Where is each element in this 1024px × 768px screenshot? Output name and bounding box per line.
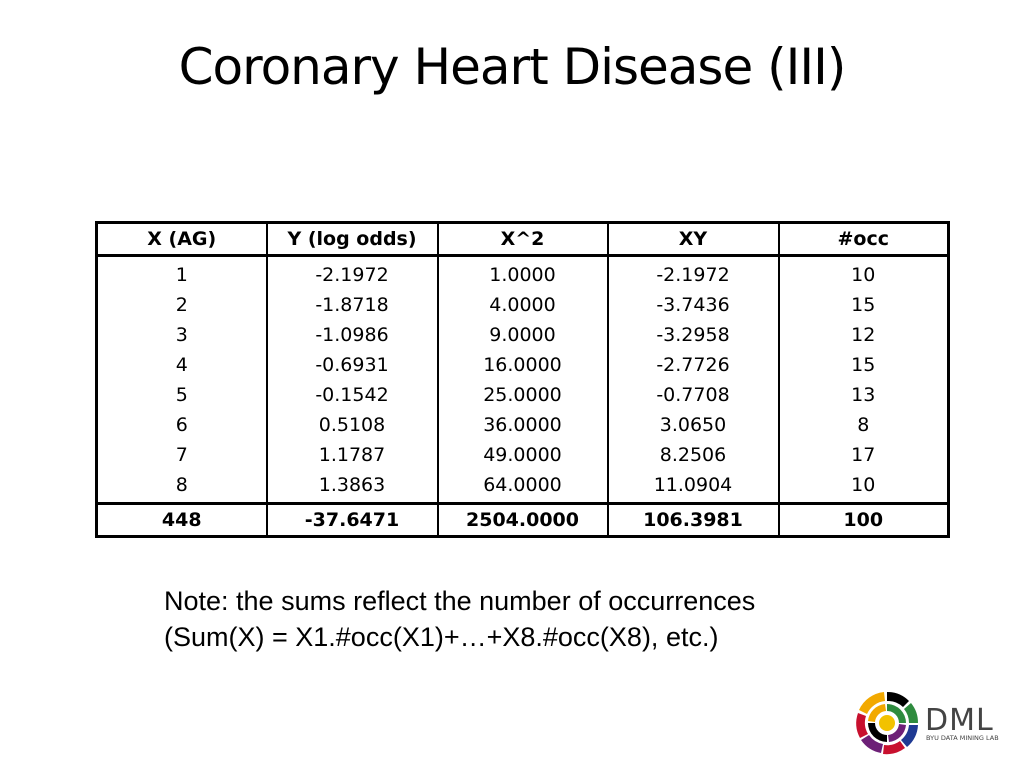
- dml-logo: DML BYU DATA MINING LAB: [856, 691, 999, 755]
- total-xy: 106.3981: [606, 502, 779, 537]
- cell-y: -1.0986: [265, 320, 438, 350]
- note-text: Note: the sums reflect the number of occ…: [164, 583, 755, 655]
- cell-xy: -0.7708: [606, 380, 779, 410]
- totals-row: 448 -37.6471 2504.0000 106.3981 100: [96, 502, 949, 537]
- cell-xy: 8.2506: [606, 440, 779, 470]
- cell-xy: -2.7726: [606, 350, 779, 380]
- header-occ: #occ: [777, 222, 949, 257]
- cell-occ: 12: [777, 320, 949, 350]
- cell-occ: 10: [777, 255, 949, 290]
- cell-y: -0.6931: [265, 350, 438, 380]
- cell-x: 2: [175, 294, 188, 316]
- table-row: 2 -1.8718 4.0000 -3.7436 15: [97, 290, 949, 320]
- cell-occ: 10: [777, 470, 949, 504]
- cell-x: 6: [175, 414, 188, 436]
- table-body: 1 -2.1972 1.0000 -2.1972 10 2 -1.8718 4.…: [97, 255, 949, 504]
- cell-xy: -2.1972: [606, 255, 779, 290]
- cell-x: 1: [175, 264, 188, 286]
- header-x: X (AG): [96, 222, 267, 257]
- cell-x2: 64.0000: [436, 470, 608, 504]
- total-x2: 2504.0000: [436, 502, 608, 537]
- header-x2: X^2: [436, 222, 608, 257]
- cell-x2: 1.0000: [436, 255, 608, 290]
- cell-y: -2.1972: [265, 255, 438, 290]
- cell-x: 5: [175, 384, 188, 406]
- table-row: 6 0.5108 36.0000 3.0650 8: [97, 410, 949, 440]
- cell-x2: 16.0000: [436, 350, 608, 380]
- cell-x2: 49.0000: [436, 440, 608, 470]
- cell-x2: 9.0000: [436, 320, 608, 350]
- cell-xy: -3.7436: [606, 290, 779, 320]
- table-row: 1 -2.1972 1.0000 -2.1972 10: [97, 255, 949, 290]
- cell-x2: 36.0000: [436, 410, 608, 440]
- slide-title: Coronary Heart Disease (III): [178, 38, 847, 96]
- cell-xy: 11.0904: [606, 470, 779, 504]
- cell-occ: 13: [777, 380, 949, 410]
- cell-occ: 17: [777, 440, 949, 470]
- table-header-row: X (AG) Y (log odds) X^2 XY #occ: [96, 222, 949, 257]
- cell-y: 1.1787: [265, 440, 438, 470]
- table-row: 4 -0.6931 16.0000 -2.7726 15: [97, 350, 949, 380]
- header-xy: XY: [606, 222, 779, 257]
- dml-logo-subtitle: BYU DATA MINING LAB: [926, 734, 999, 742]
- table-row: 5 -0.1542 25.0000 -0.7708 13: [97, 380, 949, 410]
- cell-x: 7: [175, 444, 188, 466]
- total-y: -37.6471: [265, 502, 438, 537]
- cell-x: 3: [175, 324, 188, 346]
- table-row: 3 -1.0986 9.0000 -3.2958 12: [97, 320, 949, 350]
- total-occ: 100: [777, 502, 949, 537]
- cell-x: 8: [175, 474, 188, 496]
- cell-y: 0.5108: [265, 410, 438, 440]
- cell-y: -0.1542: [265, 380, 438, 410]
- cell-xy: -3.2958: [606, 320, 779, 350]
- cell-occ: 8: [777, 410, 949, 440]
- cell-y: 1.3863: [265, 470, 438, 504]
- dml-logo-text: DML: [925, 703, 994, 738]
- cell-xy: 3.0650: [606, 410, 779, 440]
- cell-x: 4: [175, 354, 188, 376]
- cell-x2: 4.0000: [436, 290, 608, 320]
- table-row: 7 1.1787 49.0000 8.2506 17: [97, 440, 949, 470]
- data-table: X (AG) Y (log odds) X^2 XY #occ 1 -2.197…: [95, 221, 950, 538]
- note-line-2: (Sum(X) = X1.#occ(X1)+…+X8.#occ(X8), etc…: [164, 622, 719, 652]
- total-x: 448: [96, 502, 267, 537]
- cell-x2: 25.0000: [436, 380, 608, 410]
- note-line-1: Note: the sums reflect the number of occ…: [164, 586, 756, 616]
- dml-logo-mark: [856, 691, 919, 755]
- cell-y: -1.8718: [265, 290, 438, 320]
- table-row: 8 1.3863 64.0000 11.0904 10: [97, 470, 949, 504]
- cell-occ: 15: [777, 290, 949, 320]
- cell-occ: 15: [777, 350, 949, 380]
- header-y: Y (log odds): [265, 222, 438, 257]
